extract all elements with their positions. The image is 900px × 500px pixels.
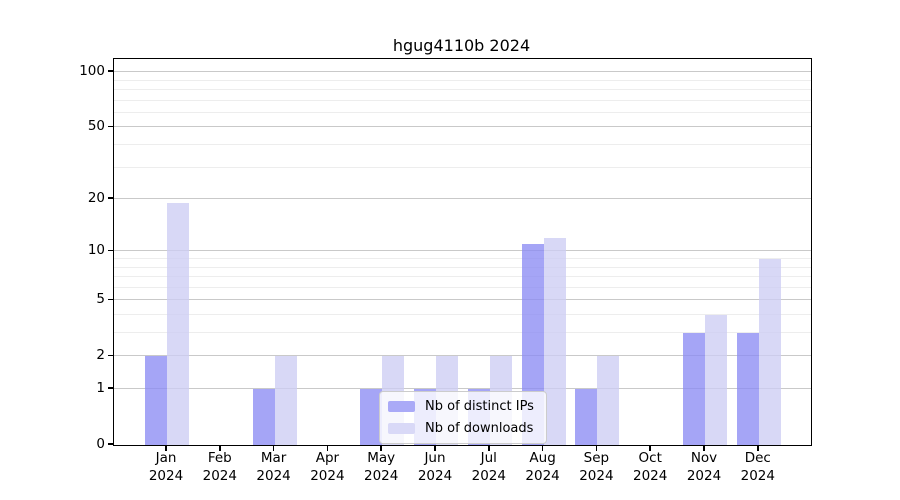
bar-distinct-ips bbox=[145, 356, 167, 445]
x-tick-mark bbox=[595, 445, 598, 451]
legend-item-distinct-ips: Nb of distinct IPs bbox=[388, 398, 538, 415]
y-tick-label: 10 bbox=[87, 242, 105, 259]
x-tick-mark bbox=[541, 445, 544, 451]
x-tick-label: Jul 2024 bbox=[471, 450, 506, 484]
x-tick-mark bbox=[272, 445, 275, 451]
x-tick-label: May 2024 bbox=[364, 450, 399, 484]
gridline-minor bbox=[114, 332, 811, 334]
gridline-minor bbox=[114, 89, 811, 91]
legend: Nb of distinct IPs Nb of downloads bbox=[379, 391, 547, 444]
bar-distinct-ips bbox=[683, 333, 705, 445]
x-tick-label: Sep 2024 bbox=[579, 450, 614, 484]
y-tick-label: 5 bbox=[96, 291, 105, 308]
bar-downloads bbox=[543, 237, 566, 445]
y-tick-label: 50 bbox=[87, 118, 105, 135]
gridline-minor bbox=[114, 286, 811, 288]
bar-downloads bbox=[167, 203, 189, 445]
bar-downloads bbox=[758, 259, 781, 445]
x-tick-mark bbox=[380, 445, 382, 451]
x-tick-label: Jun 2024 bbox=[417, 450, 453, 484]
plot-area: Nb of distinct IPs Nb of downloads bbox=[113, 58, 812, 446]
x-tick-label: Aug 2024 bbox=[525, 450, 560, 484]
bar-distinct-ips bbox=[736, 333, 759, 445]
y-tick-label: 100 bbox=[79, 63, 105, 80]
y-tick-label: 20 bbox=[87, 190, 105, 207]
x-tick-mark bbox=[488, 445, 490, 451]
x-tick-mark bbox=[219, 445, 221, 451]
x-tick-mark bbox=[326, 445, 329, 451]
x-tick-label: Nov 2024 bbox=[686, 450, 722, 484]
gridline-major bbox=[114, 355, 811, 357]
gridline-minor bbox=[114, 266, 811, 268]
bar-distinct-ips bbox=[575, 389, 598, 445]
gridline-minor bbox=[114, 314, 811, 315]
gridline-major bbox=[114, 126, 811, 128]
chart-title: hgug4110b 2024 bbox=[392, 36, 531, 55]
legend-label-distinct-ips: Nb of distinct IPs bbox=[425, 399, 534, 414]
gridline-minor bbox=[114, 111, 811, 113]
gridline-minor bbox=[114, 258, 811, 259]
gridline-major bbox=[114, 299, 811, 301]
gridline-minor bbox=[114, 99, 811, 101]
legend-swatch-distinct-ips-icon bbox=[388, 401, 415, 412]
y-tick-label: 2 bbox=[96, 347, 105, 364]
x-tick-label: Mar 2024 bbox=[256, 450, 291, 484]
gridline-major bbox=[114, 71, 811, 73]
gridline-major bbox=[114, 388, 811, 390]
bar-distinct-ips bbox=[360, 389, 383, 445]
legend-item-downloads: Nb of downloads bbox=[388, 420, 538, 437]
y-tick-label: 1 bbox=[96, 380, 105, 396]
gridline-minor bbox=[114, 276, 811, 278]
x-tick-mark bbox=[649, 445, 651, 451]
legend-swatch-downloads-icon bbox=[388, 423, 415, 434]
x-tick-label: Apr 2024 bbox=[310, 450, 345, 484]
gridline-minor bbox=[114, 79, 811, 81]
gridline-minor bbox=[114, 144, 811, 146]
bar-downloads bbox=[597, 356, 620, 445]
gridline-major bbox=[114, 198, 811, 200]
x-tick-label: Oct 2024 bbox=[633, 450, 668, 484]
x-tick-label: Dec 2024 bbox=[740, 450, 775, 484]
gridline-major bbox=[114, 250, 811, 252]
x-tick-label: Jan 2024 bbox=[148, 450, 184, 484]
bar-distinct-ips bbox=[252, 389, 275, 445]
bar-downloads bbox=[705, 315, 727, 445]
x-tick-mark bbox=[757, 445, 759, 451]
x-tick-mark bbox=[165, 445, 167, 451]
x-tick-mark bbox=[703, 445, 705, 451]
x-tick-label: Feb 2024 bbox=[202, 450, 237, 484]
x-tick-mark bbox=[434, 445, 436, 451]
bar-downloads bbox=[274, 356, 297, 445]
legend-label-downloads: Nb of downloads bbox=[425, 421, 534, 436]
y-tick-label: 0 bbox=[96, 436, 105, 452]
gridline-minor bbox=[114, 166, 811, 168]
